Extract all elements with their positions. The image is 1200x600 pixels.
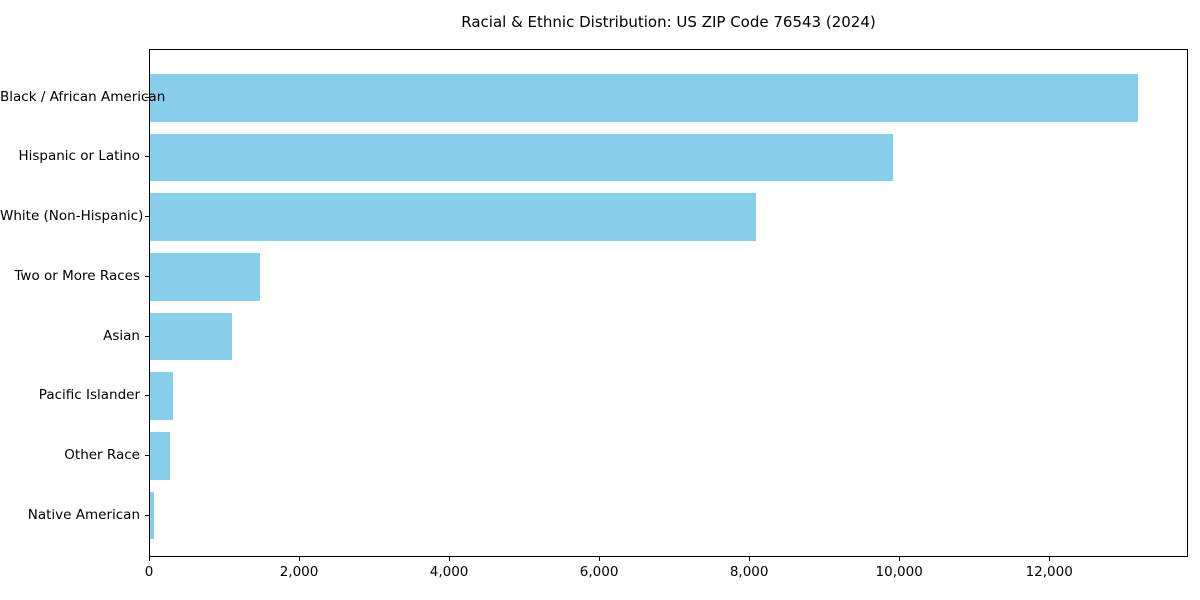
bar-white-non-hispanic <box>150 193 757 241</box>
x-tick-mark <box>299 557 301 561</box>
x-tick-label: 0 <box>144 564 154 580</box>
x-tick-label: 10,000 <box>875 564 923 580</box>
y-tick-mark <box>145 216 149 218</box>
y-tick-label: Asian <box>103 327 140 344</box>
bar-asian <box>150 312 232 361</box>
bar-two-or-more-races <box>150 252 260 301</box>
y-tick-mark <box>145 96 149 98</box>
y-tick-mark <box>145 454 149 456</box>
y-tick-label: White (Non-Hispanic) <box>0 208 144 225</box>
x-tick-mark <box>149 557 150 561</box>
y-tick-mark <box>145 156 149 158</box>
chart-title: Racial & Ethnic Distribution: US ZIP Cod… <box>461 13 876 31</box>
bar-hispanic-or-latino <box>150 133 894 182</box>
x-tick-label: 2,000 <box>279 564 319 580</box>
y-tick-label: Hispanic or Latino <box>18 148 140 165</box>
x-tick-mark <box>1049 557 1051 561</box>
y-tick-label: Pacific Islander <box>38 387 140 404</box>
y-tick-mark <box>145 395 149 397</box>
x-tick-label: 12,000 <box>1025 564 1073 580</box>
x-tick-label: 8,000 <box>729 564 769 580</box>
bar-pacific-islander <box>150 372 173 421</box>
bar-black-african-american <box>150 73 1138 122</box>
plot-area <box>149 49 1188 557</box>
x-tick-label: 6,000 <box>579 564 619 580</box>
y-tick-mark <box>145 514 149 516</box>
x-tick-mark <box>899 557 901 561</box>
y-tick-label: Other Race <box>64 446 140 463</box>
x-tick-label: 4,000 <box>429 564 469 580</box>
y-tick-label: Black / African American <box>0 88 166 105</box>
bar-native-american <box>150 491 155 540</box>
y-tick-mark <box>145 335 149 337</box>
x-tick-mark <box>449 557 451 561</box>
x-tick-mark <box>749 557 751 561</box>
y-tick-mark <box>145 275 149 277</box>
y-tick-label: Native American <box>27 506 140 523</box>
y-tick-label: Two or More Races <box>14 267 140 284</box>
bar-other-race <box>150 432 171 480</box>
x-tick-mark <box>599 557 601 561</box>
